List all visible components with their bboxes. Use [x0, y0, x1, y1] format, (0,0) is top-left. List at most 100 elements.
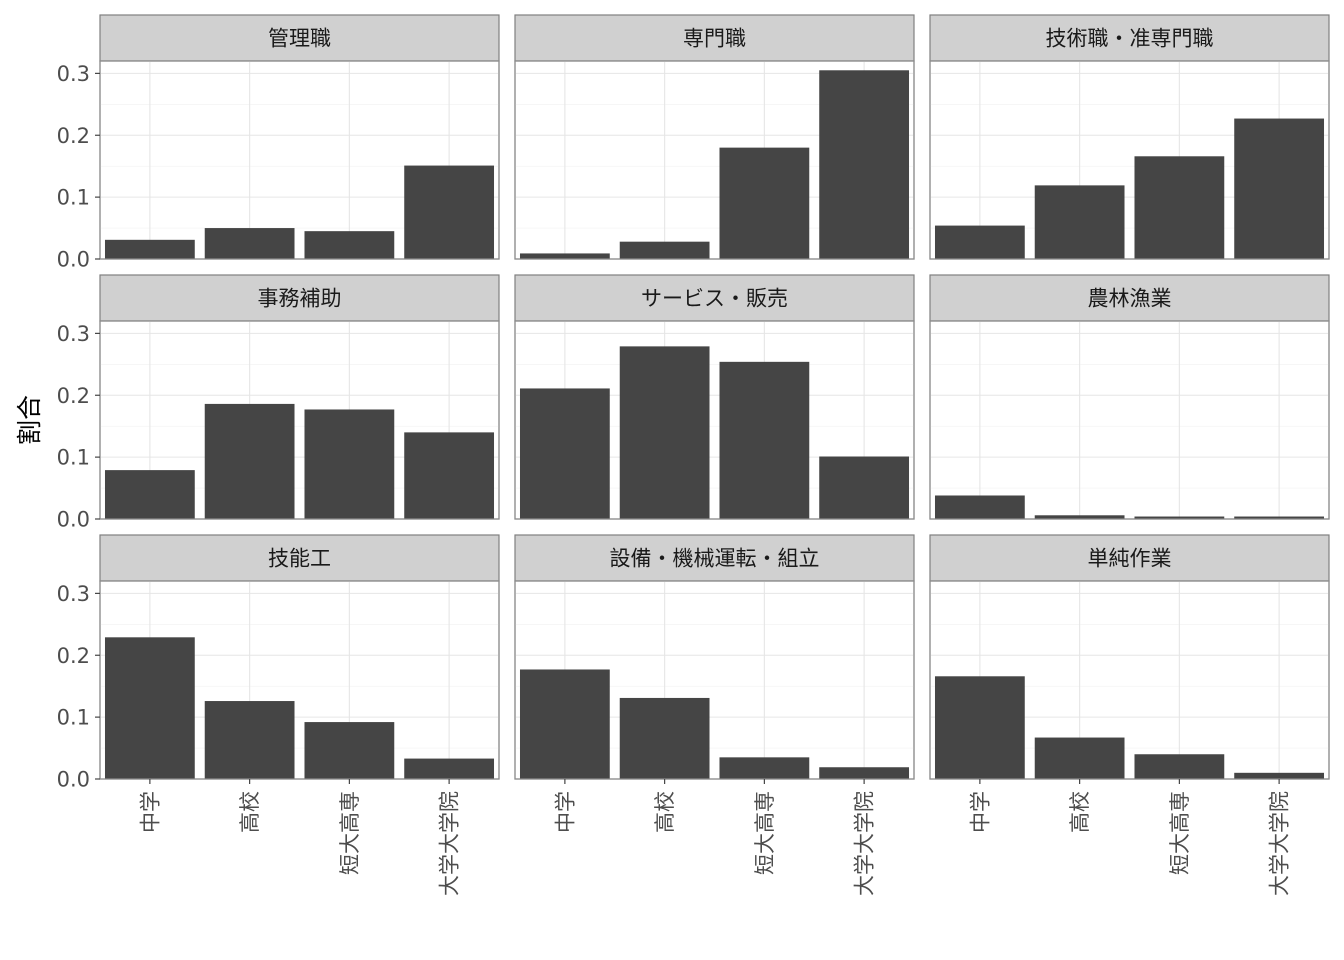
bar: [1134, 754, 1225, 779]
bar: [204, 403, 295, 519]
x-tick-label: 短大高専: [1168, 791, 1192, 875]
bar: [934, 676, 1025, 779]
bar: [619, 241, 710, 259]
facet-strip: [99, 534, 500, 582]
bar: [1034, 515, 1125, 519]
y-tick-label: 0.1: [57, 186, 90, 210]
facet-title: 設備・機械運転・組立: [610, 547, 820, 571]
facet-strip: [514, 534, 915, 582]
facet-strip: [929, 534, 1330, 582]
bar: [519, 253, 610, 259]
bar: [404, 758, 495, 779]
panel-border: [99, 320, 500, 520]
x-tick-label: 大学大学院: [438, 791, 462, 896]
facet-strip: [514, 274, 915, 322]
facet-title: 農林漁業: [1088, 287, 1172, 311]
x-tick-label: 短大高専: [338, 791, 362, 875]
bar: [934, 495, 1025, 519]
panel-border: [99, 580, 500, 780]
facet-panel: 管理職 0.0 0.1 0.2 0.3: [57, 14, 500, 272]
y-tick-label: 0.0: [57, 248, 90, 272]
x-tick-label: 大学大学院: [1268, 791, 1292, 896]
facet-panel: 技能工 0.0 0.1 0.2 0.3 中学 高校 短大高専 大学大学院: [57, 534, 500, 896]
bar: [719, 361, 810, 519]
y-tick-label: 0.1: [57, 706, 90, 730]
x-tick-label: 高校: [238, 791, 262, 833]
bar: [819, 70, 910, 259]
facet-panel: 農林漁業: [929, 274, 1330, 520]
x-tick-label: 中学: [968, 791, 992, 833]
bar: [619, 346, 710, 519]
facet-strip: [514, 14, 915, 62]
x-tick-label: 高校: [1068, 791, 1092, 833]
x-tick-label: 高校: [653, 791, 677, 833]
facet-panel: 専門職: [514, 14, 915, 260]
bar: [104, 637, 195, 779]
panel-border: [514, 580, 915, 780]
bar: [304, 231, 395, 259]
facet-title: 管理職: [268, 27, 331, 51]
bar: [819, 767, 910, 779]
bar: [1034, 185, 1125, 259]
x-tick-label: 短大高専: [753, 791, 777, 875]
panel-background: [929, 320, 1330, 520]
bar: [1234, 516, 1325, 519]
facet-title: 単純作業: [1088, 547, 1172, 571]
bar: [204, 701, 295, 779]
bar: [1134, 156, 1225, 259]
bar: [519, 669, 610, 779]
x-tick-label: 中学: [138, 791, 162, 833]
bar: [1034, 737, 1125, 779]
bar: [104, 470, 195, 519]
bar: [619, 697, 710, 779]
facet-strip: [929, 274, 1330, 322]
bar: [819, 456, 910, 519]
y-tick-label: 0.2: [57, 124, 90, 148]
facet-strip: [99, 274, 500, 322]
y-tick-label: 0.2: [57, 644, 90, 668]
x-tick-label: 中学: [553, 791, 577, 833]
panel-border: [514, 60, 915, 260]
bar: [519, 388, 610, 519]
bar: [204, 228, 295, 259]
bar: [304, 722, 395, 779]
y-axis-title: 割合: [15, 395, 44, 445]
bar: [1234, 772, 1325, 779]
facet-panel: 技術職・准専門職: [929, 14, 1330, 260]
bar: [404, 432, 495, 519]
panel-border: [929, 580, 1330, 780]
facet-panel: 事務補助 0.0 0.1 0.2 0.3: [57, 274, 500, 532]
facet-title: 技能工: [268, 547, 331, 571]
y-tick-label: 0.3: [57, 322, 90, 346]
y-tick-label: 0.1: [57, 446, 90, 470]
y-tick-label: 0.3: [57, 62, 90, 86]
bar: [404, 165, 495, 259]
facet-strip: [99, 14, 500, 62]
bar: [1134, 516, 1225, 519]
facet-title: 技術職・准専門職: [1046, 27, 1214, 51]
y-tick-label: 0.0: [57, 768, 90, 792]
facet-panel: サービス・販売: [514, 274, 915, 520]
panel-border: [99, 60, 500, 260]
panel-border: [929, 60, 1330, 260]
facet-title: 事務補助: [258, 287, 342, 311]
y-tick-label: 0.3: [57, 582, 90, 606]
facet-title: サービス・販売: [641, 287, 788, 311]
panel-border: [514, 320, 915, 520]
bar: [934, 225, 1025, 259]
facet-strip: [929, 14, 1330, 62]
bar: [719, 147, 810, 259]
bar: [1234, 118, 1325, 259]
y-tick-label: 0.2: [57, 384, 90, 408]
bar: [304, 409, 395, 519]
x-tick-label: 大学大学院: [853, 791, 877, 896]
facet-title: 専門職: [683, 27, 746, 51]
bar: [104, 239, 195, 259]
bar: [719, 757, 810, 779]
y-tick-label: 0.0: [57, 508, 90, 532]
panel-border: [929, 320, 1330, 520]
